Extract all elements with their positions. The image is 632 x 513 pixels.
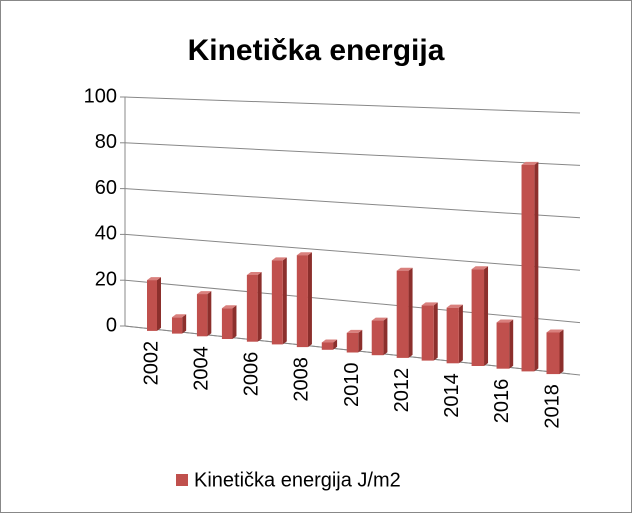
y-tick-label: 20: [95, 268, 117, 290]
bar-side: [282, 257, 287, 345]
bar-front: [147, 280, 157, 331]
bar: [421, 302, 438, 361]
bar: [346, 329, 363, 353]
y-tick-label: 80: [95, 131, 117, 153]
x-tick-label: 2018: [541, 384, 563, 429]
bar-front: [521, 164, 535, 372]
bar: [521, 161, 539, 372]
bar: [171, 314, 187, 334]
grid-line: [124, 279, 581, 324]
bar-front: [496, 322, 510, 369]
bar-top: [271, 257, 287, 261]
bar-side: [333, 339, 338, 350]
bar-front: [321, 342, 334, 350]
bar-top: [521, 161, 539, 165]
bar-front: [346, 332, 359, 353]
bar: [446, 304, 463, 364]
x-tick-label: 2014: [441, 373, 463, 418]
bar-side: [458, 304, 463, 364]
bar-front: [196, 294, 208, 337]
bar-front: [546, 332, 560, 375]
bar-front: [396, 270, 409, 358]
y-tick-label: 40: [95, 223, 117, 245]
bar-front: [271, 260, 283, 345]
y-tick-label: 60: [95, 177, 117, 199]
bar-side: [207, 291, 212, 337]
legend-label: Kinetička energija J/m2: [194, 469, 401, 491]
bar-front: [221, 308, 233, 340]
legend-swatch: [176, 474, 188, 486]
bar: [221, 305, 237, 340]
bar-top: [246, 271, 262, 275]
bar: [396, 267, 413, 358]
bar-top: [321, 339, 338, 343]
bar-top: [296, 252, 312, 256]
x-tick-label: 2016: [491, 379, 513, 424]
grid-line: [124, 142, 581, 166]
y-tick-label: 0: [106, 314, 117, 336]
bar-top: [147, 277, 161, 281]
y-tick-label: 100: [84, 85, 117, 107]
bar-top: [196, 291, 212, 295]
x-tick-label: 2006: [241, 352, 263, 397]
bar-side: [559, 329, 564, 375]
x-tick-label: 2008: [291, 357, 313, 402]
bar-side: [433, 302, 438, 361]
x-tick-label: 2002: [140, 341, 162, 386]
grid-line: [124, 233, 581, 271]
bar-side: [383, 317, 388, 356]
bar-top: [546, 329, 564, 333]
bar-front: [246, 274, 258, 342]
chart-title: Kinetička energija: [188, 34, 445, 67]
bar-front: [471, 269, 485, 366]
bar-top: [171, 314, 187, 318]
bar: [147, 277, 161, 331]
bar-front: [446, 307, 459, 364]
bar-top: [346, 329, 363, 333]
bar-side: [307, 252, 312, 348]
bar-top: [496, 319, 514, 323]
bar: [271, 257, 287, 345]
grid-line: [124, 188, 581, 219]
bar: [196, 291, 212, 337]
bar-side: [408, 267, 413, 358]
bar-top: [421, 302, 438, 306]
bar: [296, 252, 312, 348]
bar-side: [534, 161, 539, 372]
bar-front: [371, 320, 384, 356]
bar-front: [421, 305, 434, 361]
bar-side: [232, 305, 237, 340]
bar-top: [471, 266, 489, 270]
bar-side: [182, 314, 187, 334]
bar: [471, 266, 489, 366]
bar: [546, 329, 564, 375]
bar: [371, 317, 388, 356]
bar-side: [509, 319, 514, 369]
x-tick-label: 2012: [391, 368, 413, 413]
bar-side: [484, 266, 489, 366]
bar-side: [257, 271, 262, 342]
bar-side: [358, 329, 363, 353]
grid-line: [124, 96, 581, 114]
bar-side: [157, 277, 161, 331]
x-tick-label: 2004: [190, 346, 212, 391]
bar-top: [396, 267, 413, 271]
bar: [246, 271, 262, 342]
bar-top: [221, 305, 237, 309]
bar-front: [171, 317, 183, 334]
x-tick-label: 2010: [341, 363, 363, 408]
bar-top: [446, 304, 463, 308]
bar-top: [371, 317, 388, 321]
bar: [496, 319, 514, 369]
bar-front: [296, 255, 308, 348]
bar: [321, 339, 338, 350]
